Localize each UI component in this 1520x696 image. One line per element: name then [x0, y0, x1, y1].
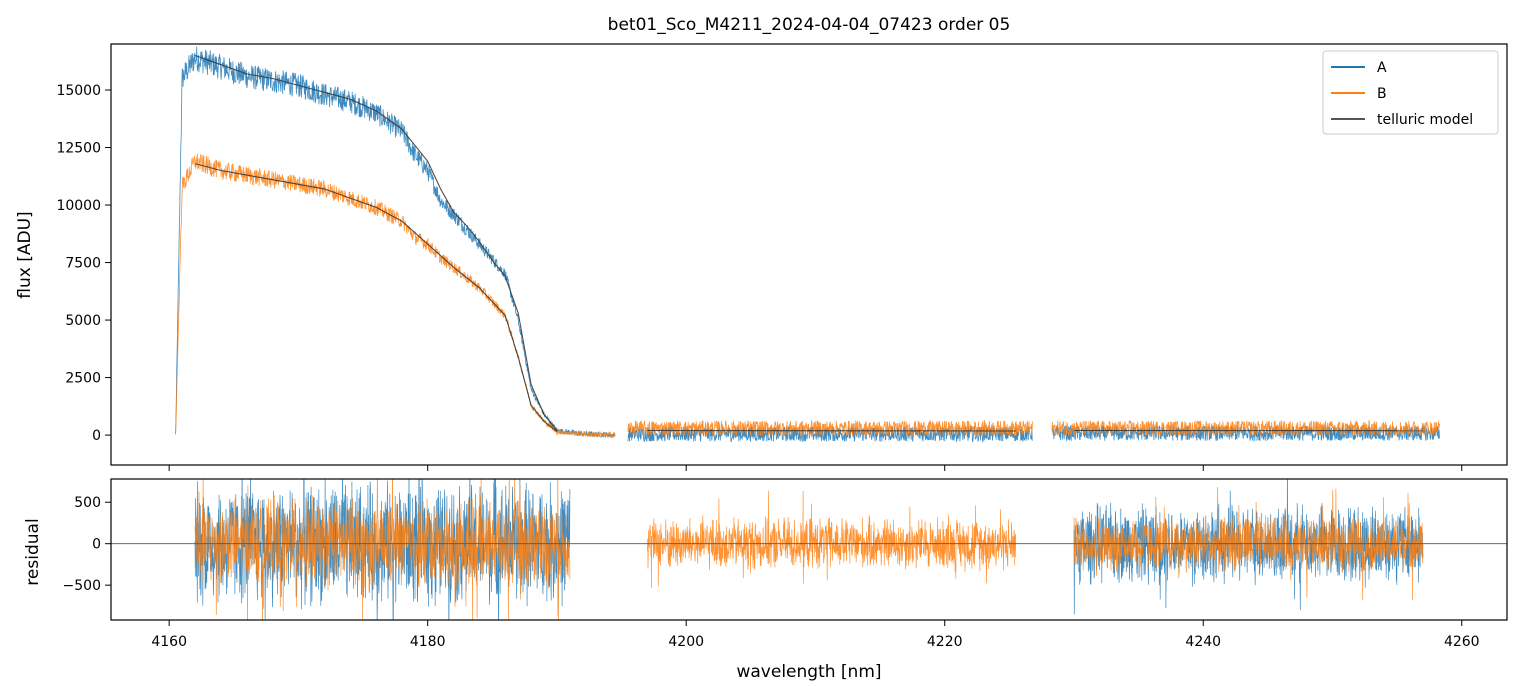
flux-y-tick-label: 7500 — [65, 256, 101, 272]
flux-axes-frame — [110, 43, 1508, 466]
x-tick-label: 4220 — [927, 634, 963, 650]
flux-panel: bet01_Sco_M4211_2024-04-04_07423 order 0… — [15, 15, 1508, 471]
residual-axes-frame — [110, 478, 1508, 621]
flux-y-tick-label: 12500 — [56, 141, 101, 157]
x-tick-label: 4160 — [151, 634, 187, 650]
flux-y-ticks: 0 2500 5000 7500 10000 12500 15000 — [56, 83, 111, 444]
residual-y-tick-label: 500 — [74, 495, 101, 511]
x-axis-label: wavelength [nm] — [736, 662, 881, 682]
residual-series-b-segment-1 — [647, 490, 1017, 589]
x-tick-label: 4240 — [1185, 634, 1221, 650]
residual-y-ticks: −500 0 500 — [63, 495, 111, 594]
legend-box — [1322, 50, 1499, 135]
flux-series-b-segment-2 — [1051, 419, 1441, 437]
legend-label-a: A — [1377, 60, 1387, 76]
flux-series-b-segment-1 — [627, 419, 1033, 437]
flux-y-tick-label: 5000 — [65, 313, 101, 329]
flux-y-tick-label: 10000 — [56, 198, 101, 214]
flux-y-tick-label: 15000 — [56, 83, 101, 99]
flux-x-ticks — [168, 465, 1463, 471]
residual-series-b-segment-0 — [194, 479, 571, 620]
flux-y-tick-label: 2500 — [65, 371, 101, 387]
flux-plot-area — [175, 46, 1441, 443]
legend: A B telluric model — [1322, 50, 1499, 135]
x-tick-label: 4260 — [1444, 634, 1480, 650]
flux-series-telluric-model-segment-0 — [194, 54, 558, 431]
residual-plot-area — [111, 479, 1507, 620]
legend-label-b: B — [1377, 86, 1387, 102]
flux-y-axis-label: flux [ADU] — [15, 211, 35, 298]
residual-series-b-segment-2 — [1073, 486, 1424, 601]
flux-y-tick-label: 0 — [92, 428, 101, 444]
x-tick-label: 4200 — [668, 634, 704, 650]
legend-label-telluric: telluric model — [1377, 112, 1473, 128]
residual-y-tick-label: −500 — [63, 578, 101, 594]
flux-series-b-model--segment-0 — [194, 163, 558, 433]
x-tick-label: 4180 — [410, 634, 446, 650]
residual-y-axis-label: residual — [23, 518, 43, 585]
flux-series-telluric-model-segment-1 — [647, 429, 1016, 432]
residual-x-ticks: 4160 4180 4200 4220 4240 4260 — [151, 620, 1480, 650]
chart-title: bet01_Sco_M4211_2024-04-04_07423 order 0… — [608, 15, 1011, 35]
residual-y-tick-label: 0 — [92, 537, 101, 553]
residual-panel: −500 0 500 4160 4180 4200 4220 4240 4260 residu… — [23, 478, 1508, 682]
